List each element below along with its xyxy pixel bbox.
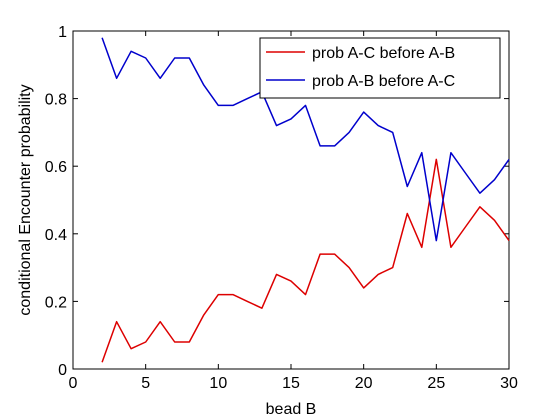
x-tick-label: 30 xyxy=(500,375,518,392)
y-tick-label: 1 xyxy=(58,24,67,41)
x-tick-label: 25 xyxy=(427,375,445,392)
y-tick-label: 0 xyxy=(58,362,67,379)
y-tick-label: 0.8 xyxy=(45,92,67,109)
x-tick-label: 5 xyxy=(141,375,150,392)
legend-label-series-1: prob A-B before A-C xyxy=(312,73,455,90)
x-tick-label: 15 xyxy=(282,375,300,392)
y-tick-label: 0.4 xyxy=(45,227,67,244)
x-tick-label: 0 xyxy=(69,375,78,392)
x-tick-label: 10 xyxy=(209,375,227,392)
y-tick-label: 0.6 xyxy=(45,159,67,176)
x-tick-label: 20 xyxy=(355,375,373,392)
series-layer xyxy=(101,37,510,363)
y-tick-label: 0.2 xyxy=(45,294,67,311)
axis-ticks: 0 5 10 15 20 25 30 0 0.2 0.4 0.6 0.8 1 xyxy=(45,24,518,392)
series-line-1 xyxy=(101,37,510,242)
x-axis-label: bead B xyxy=(266,401,317,418)
legend: prob A-C before A-B prob A-B before A-C xyxy=(259,37,501,99)
y-axis-label: conditional Encounter probability xyxy=(17,84,34,315)
legend-box xyxy=(259,37,501,99)
series-line-0 xyxy=(101,158,510,363)
legend-label-series-0: prob A-C before A-B xyxy=(312,45,455,62)
